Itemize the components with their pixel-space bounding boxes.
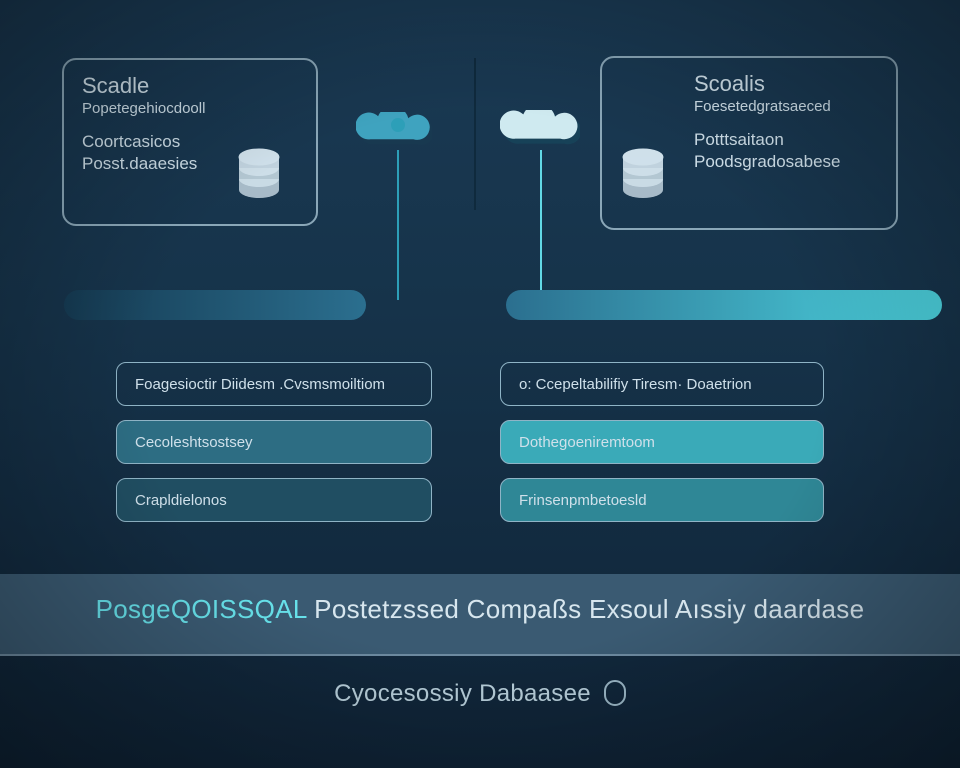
right-card-sub: Foesetedgratsaeced (694, 98, 878, 116)
feature-pill-label: Frinsenpmbetoesld (519, 492, 647, 509)
feature-pill-label: Dothegoeniremtoom (519, 434, 655, 451)
feature-pill-label: Crapldielonos (135, 492, 227, 509)
footer-title: PosgeQOISSQAL Postetzssed Compaßs Exsoul… (0, 594, 960, 625)
feature-pill-label: Cecoleshtsostsey (135, 434, 253, 451)
feature-pill-label: o: Ccepeltabilifiy Tiresm· Doaetrion (519, 376, 752, 393)
feature-pill: Cecoleshtsostsey (116, 420, 432, 464)
footer-o-icon (604, 680, 626, 706)
connector-left (397, 150, 399, 300)
right-card-line-4: Poodsgradosabese (694, 152, 878, 172)
feature-pill: Frinsenpmbetoesld (500, 478, 824, 522)
right-card-line-3: Potttsaitaon (694, 130, 878, 150)
progress-bar-left (64, 290, 366, 320)
database-icon (618, 148, 668, 207)
connector-knob (391, 118, 405, 132)
left-card-title: Scadle (82, 74, 298, 98)
feature-pill: Foagesioctir Diidesm .Cvsmsmoiltiom (116, 362, 432, 406)
database-icon (234, 148, 284, 207)
right-card-title: Scoalis (694, 72, 878, 96)
footer-subtitle: Cyocesossiy Dabaasee (0, 680, 960, 708)
feature-pill: o: Ccepeltabilifiy Tiresm· Doaetrion (500, 362, 824, 406)
feature-pill-label: Foagesioctir Diidesm .Cvsmsmoiltiom (135, 376, 385, 393)
footer-divider (0, 654, 960, 656)
vertical-divider (474, 58, 476, 210)
progress-bar-right (506, 290, 942, 320)
feature-pill: Crapldielonos (116, 478, 432, 522)
connector-right (540, 150, 542, 304)
left-card-sub: Popetegehiocdooll (82, 100, 298, 118)
footer-subtitle-text: Cyocesossiy Dabaasee (334, 680, 591, 707)
feature-pill: Dothegoeniremtoom (500, 420, 824, 464)
